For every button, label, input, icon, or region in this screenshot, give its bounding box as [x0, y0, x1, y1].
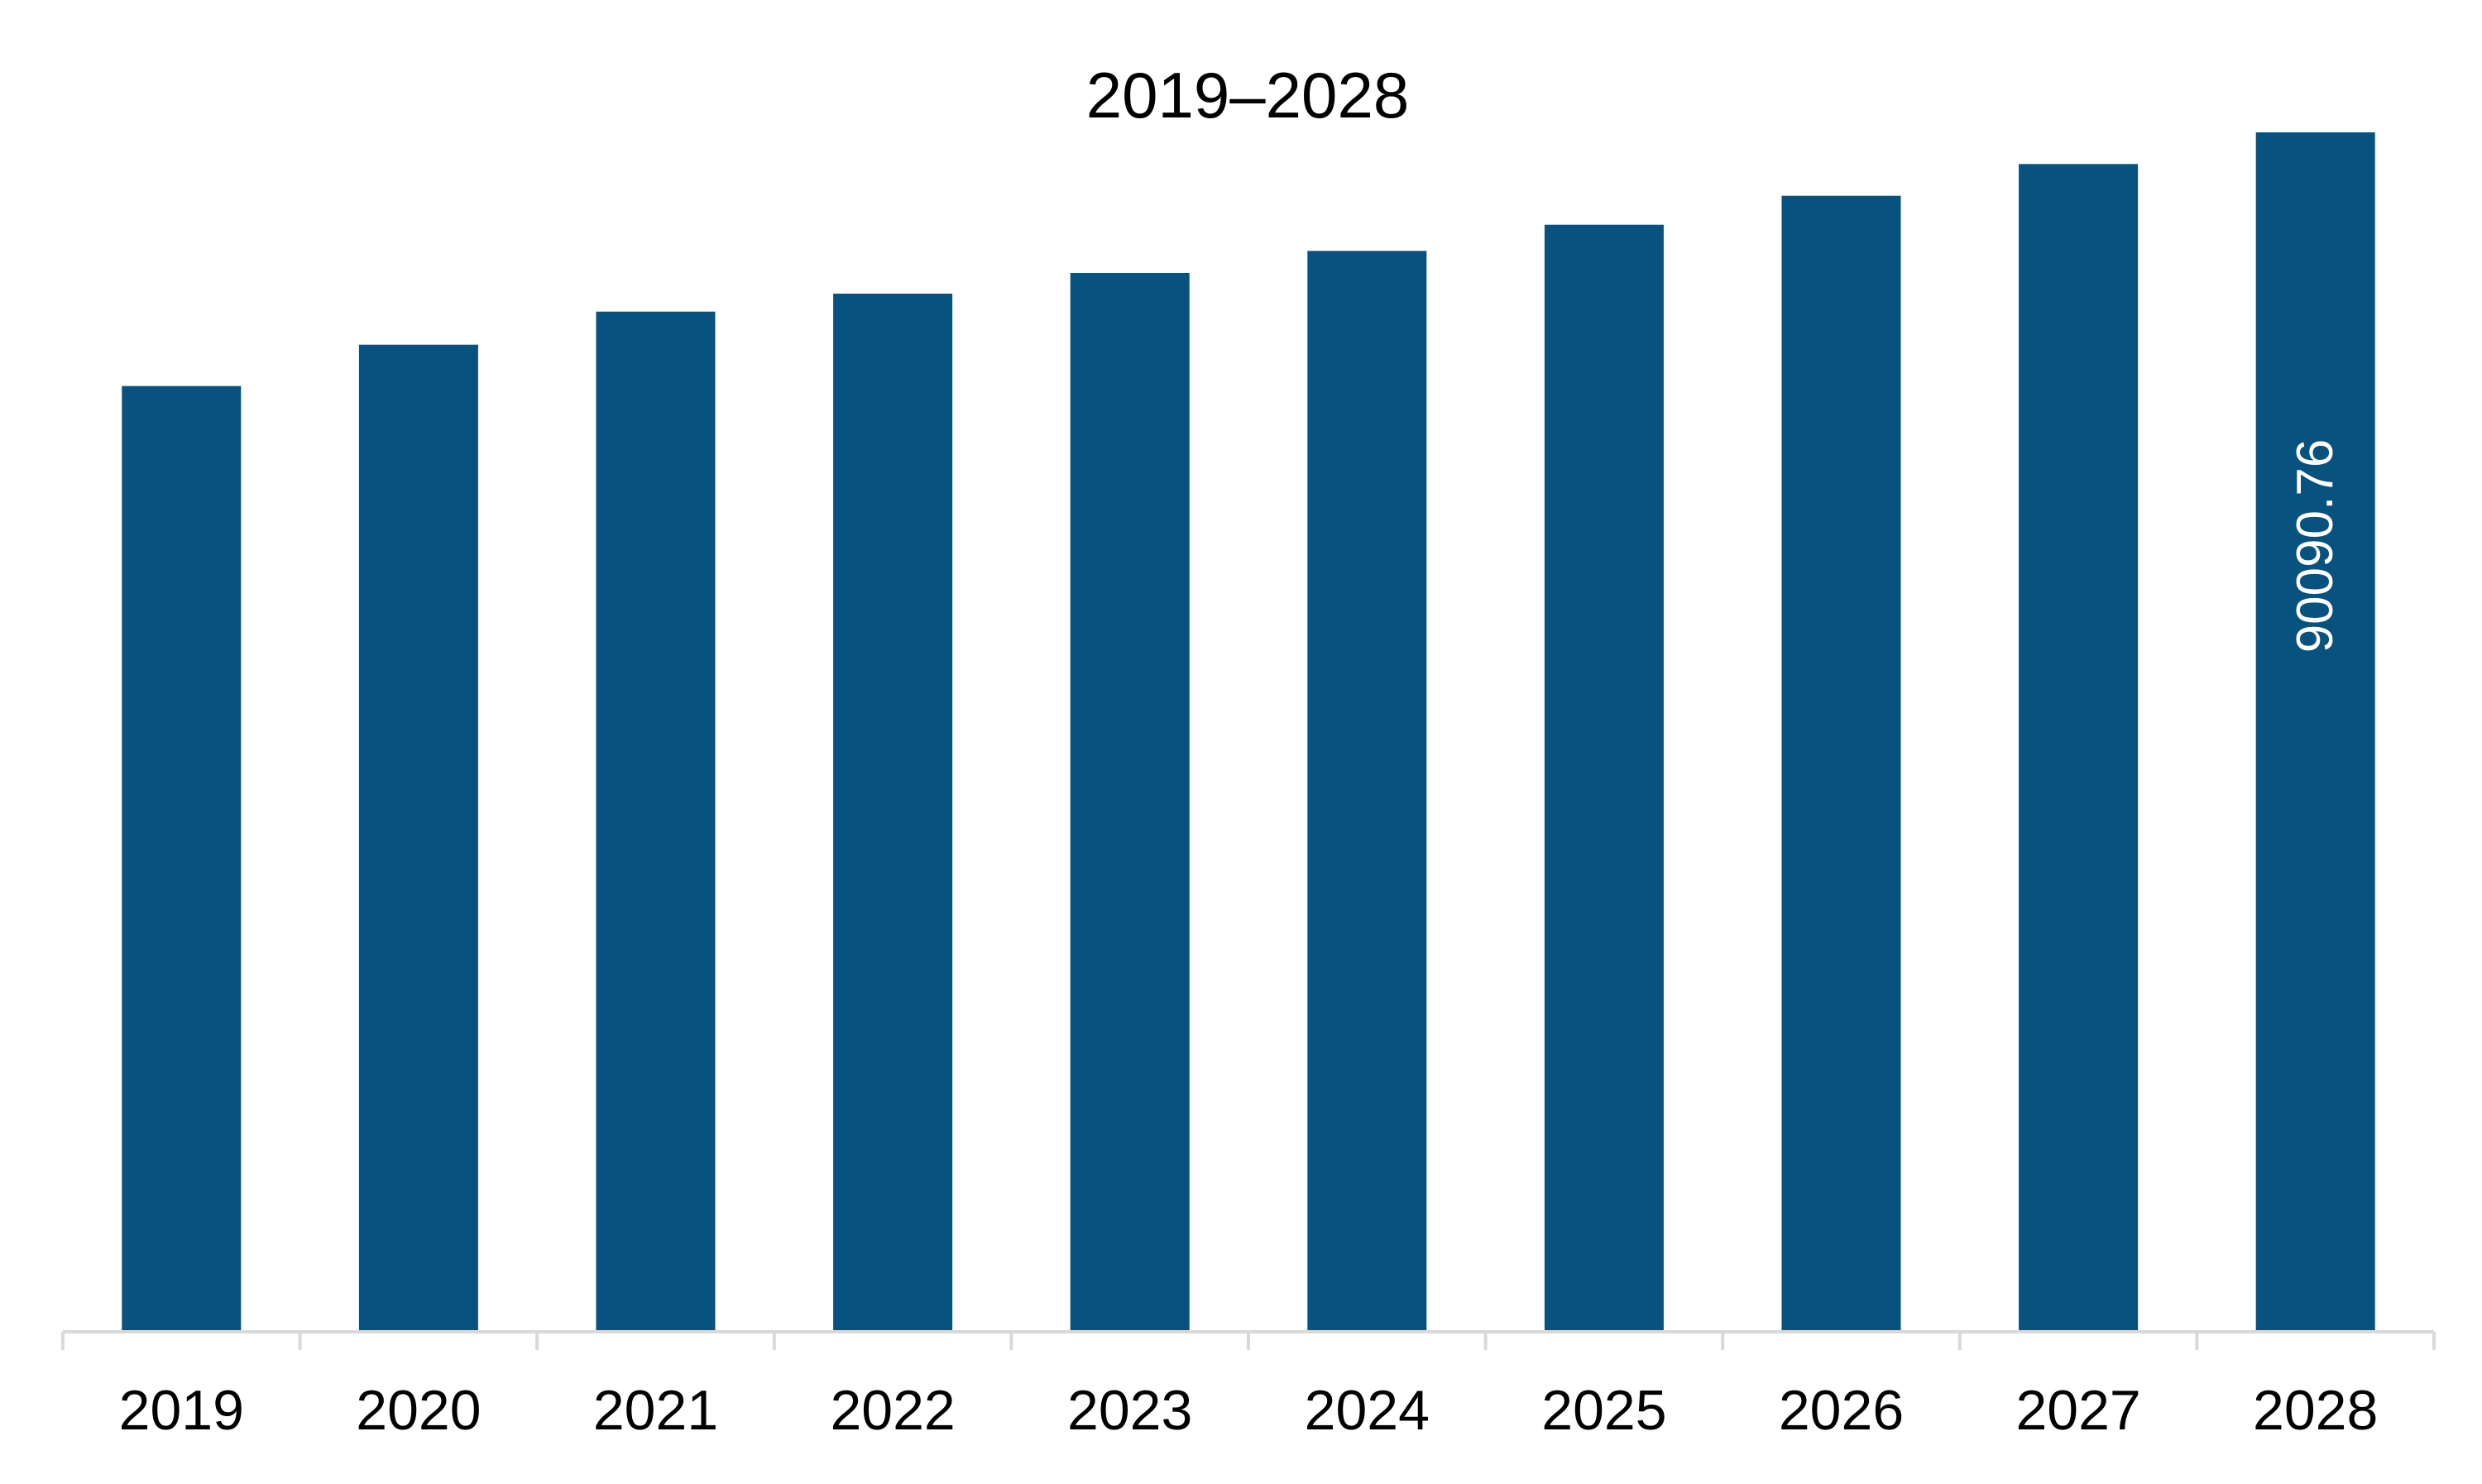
- x-tick-label-2024: 2024: [1305, 1379, 1430, 1442]
- x-tick-label-2020: 2020: [356, 1379, 481, 1442]
- x-tick-label-2025: 2025: [1541, 1379, 1666, 1442]
- bar-2027: [2019, 164, 2139, 1332]
- x-tick-label-2021: 2021: [593, 1379, 718, 1442]
- x-tick-labels: 2019 2020 2021 2022 2023 2024 2025 2026 2027 2028: [119, 1379, 2379, 1442]
- bar-2022: [833, 294, 953, 1332]
- x-axis: [61, 1330, 2436, 1350]
- bar-2020: [358, 344, 478, 1333]
- bar-2019: [122, 385, 242, 1333]
- bar-2023: [1070, 273, 1190, 1332]
- x-tick-label-2027: 2027: [2015, 1379, 2140, 1442]
- bar-2028: [2255, 132, 2375, 1332]
- x-tick-label-2022: 2022: [830, 1379, 955, 1442]
- x-tick-label-2023: 2023: [1067, 1379, 1192, 1442]
- x-tick-label-2019: 2019: [119, 1379, 244, 1442]
- data-label-2028: 90090.76: [2287, 439, 2344, 653]
- chart-title: 2019–2028: [1086, 59, 1409, 132]
- bar-2025: [1544, 224, 1664, 1333]
- bar-2021: [596, 311, 716, 1333]
- bar-2024: [1307, 251, 1427, 1332]
- x-tick-label-2026: 2026: [1779, 1379, 1904, 1442]
- bars-group: 90090.76: [122, 132, 2375, 1333]
- bar-2026: [1781, 195, 1901, 1333]
- x-tick-label-2028: 2028: [2253, 1379, 2378, 1442]
